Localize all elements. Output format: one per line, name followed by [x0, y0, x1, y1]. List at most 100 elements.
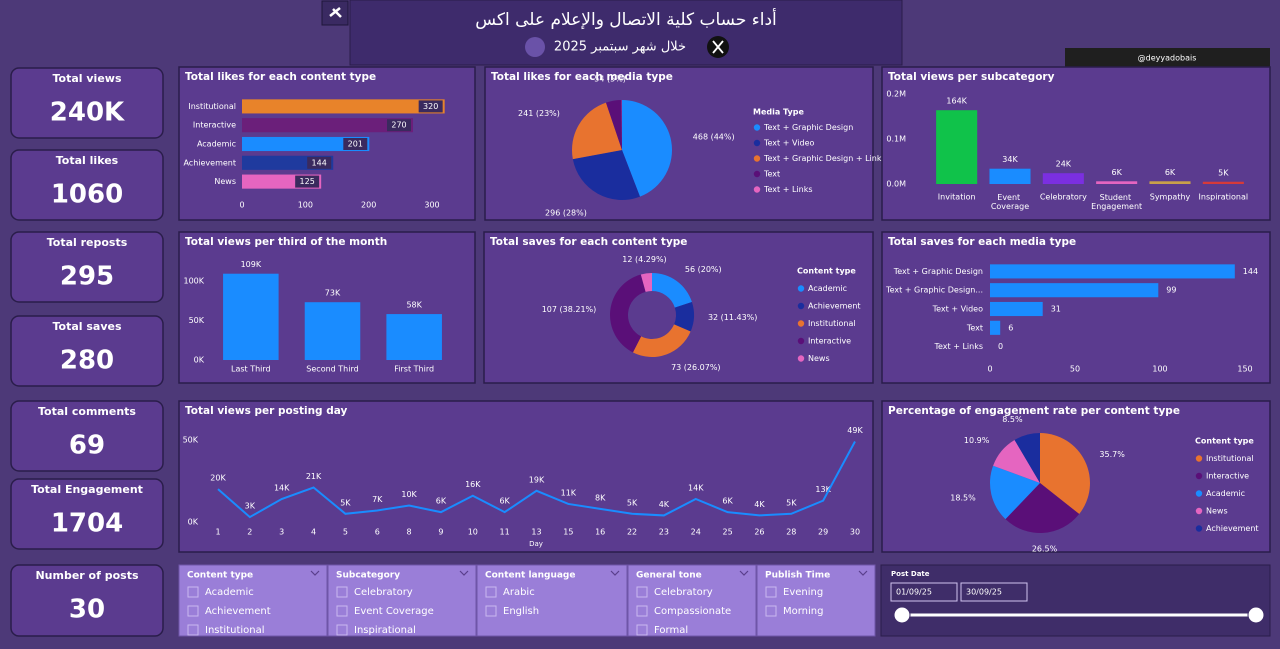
kpi-value: 280: [60, 346, 114, 376]
header-panel: [349, 0, 903, 66]
legend-title: Media Type: [753, 108, 804, 117]
date-slider-handle[interactable]: [1247, 606, 1265, 624]
slicer-option[interactable]: Morning: [783, 606, 823, 617]
data-label: 14K: [274, 484, 290, 493]
x-tick-label: 6: [375, 528, 380, 537]
slicer-option[interactable]: English: [503, 606, 539, 617]
slicer-checkbox[interactable]: [765, 605, 777, 617]
slicer-checkbox[interactable]: [336, 605, 348, 617]
date-slider-handle[interactable]: [893, 606, 911, 624]
bar: [989, 168, 1031, 184]
slicer-option[interactable]: Evening: [783, 587, 823, 598]
data-label: 5K: [1218, 168, 1229, 177]
slicer-checkbox[interactable]: [636, 586, 648, 598]
kpi-card: [10, 231, 164, 303]
line: [217, 441, 856, 519]
slicer-chevron[interactable]: [858, 570, 868, 576]
legend-label: Text + Video: [763, 139, 814, 148]
chart-panel: [178, 400, 874, 553]
legend-title: Content type: [797, 267, 856, 276]
slicer-checkbox[interactable]: [485, 605, 497, 617]
slicer-checkbox[interactable]: [187, 586, 199, 598]
legend-swatch: [797, 285, 805, 292]
data-label: 6K: [436, 497, 447, 506]
legend-swatch: [753, 170, 761, 178]
data-label: 8.5%: [1002, 415, 1023, 424]
pie-slice: [652, 273, 692, 308]
bar: [304, 302, 361, 360]
data-label: 0: [998, 342, 1003, 351]
date-start-box[interactable]: [890, 582, 958, 602]
data-label: 6K: [499, 497, 510, 506]
legend-swatch: [797, 337, 805, 345]
kpi-card: [10, 315, 164, 387]
kpi-card: [10, 67, 164, 139]
handle: @deyyadobais: [1138, 54, 1197, 63]
data-label: 270: [391, 121, 406, 130]
x-tick-label: Celebratory: [1040, 193, 1087, 202]
data-label: 49K: [847, 426, 863, 435]
data-label: 18.5%: [950, 493, 976, 502]
slicer-option[interactable]: Inspirational: [354, 625, 416, 636]
slicer-chevron[interactable]: [739, 570, 749, 576]
kpi-card: [10, 478, 164, 550]
slicer-option[interactable]: Formal: [654, 625, 688, 636]
data-label: 32 (11.43%): [708, 313, 757, 322]
data-label: 10K: [401, 490, 417, 499]
x-tick-label: 50: [1070, 365, 1080, 374]
slicer-chevron[interactable]: [310, 570, 320, 576]
slicer-title: General tone: [636, 571, 702, 581]
slicer-checkbox[interactable]: [485, 586, 497, 598]
x-tick-label: 100: [1152, 365, 1167, 374]
x-tick-label: 2: [247, 528, 252, 537]
slicer-checkbox[interactable]: [336, 624, 348, 636]
x-tick-label: 0: [239, 201, 244, 210]
slicer-option[interactable]: Celebratory: [654, 587, 713, 598]
header-title: أداء حساب كلية الاتصال والإعلام على اكس: [475, 8, 777, 30]
category-label: Text + Graphic Design...: [885, 286, 983, 295]
pie-slice: [993, 439, 1040, 483]
category-label: News: [214, 177, 236, 186]
slicer-panel: [476, 564, 628, 637]
x-tick-label: 100: [298, 201, 313, 210]
slicer-checkbox[interactable]: [765, 586, 777, 598]
data-label: 99: [1166, 286, 1176, 295]
slicer-option[interactable]: Academic: [205, 587, 254, 598]
slicer-checkbox[interactable]: [187, 605, 199, 617]
x-tick-label: Sympathy: [1150, 193, 1191, 202]
data-label: 12 (4.29%): [622, 255, 666, 264]
data-label: 14K: [688, 484, 704, 493]
slicer-checkbox[interactable]: [187, 624, 199, 636]
slicer-option[interactable]: Compassionate: [654, 606, 731, 617]
pie-slice: [632, 324, 691, 358]
slicer-option[interactable]: Institutional: [205, 625, 265, 636]
slicer-option[interactable]: Arabic: [503, 587, 535, 598]
slicer-option[interactable]: Achievement: [205, 606, 271, 617]
slicer-option[interactable]: Celebratory: [354, 587, 413, 598]
slicer-checkbox[interactable]: [336, 586, 348, 598]
pie-slice: [1014, 433, 1040, 483]
data-label: 6K: [1111, 168, 1122, 177]
legend-label: Text: [763, 170, 780, 179]
category-label: Academic: [197, 140, 236, 149]
slicer-checkbox[interactable]: [636, 605, 648, 617]
pie-slice: [1040, 433, 1090, 515]
data-label-box: [307, 156, 332, 169]
x-tick-label: 0: [987, 365, 992, 374]
x-tick-label: 200: [361, 201, 376, 210]
data-label: 31: [1051, 305, 1061, 314]
data-label: 5K: [340, 498, 351, 507]
date-end[interactable]: 30/09/25: [966, 588, 1002, 597]
legend-label: Academic: [1206, 489, 1245, 498]
slicer-title: Content language: [485, 571, 575, 581]
legend-label: Text + Links: [763, 185, 813, 194]
date-end-box[interactable]: [960, 582, 1028, 602]
x-tick-label: 23: [659, 528, 669, 537]
x-tick-label: 22: [627, 528, 637, 537]
slicer-checkbox[interactable]: [636, 624, 648, 636]
slicer-option[interactable]: Event Coverage: [354, 606, 434, 617]
slicer-chevron[interactable]: [459, 570, 469, 576]
slicer-chevron[interactable]: [610, 570, 620, 576]
date-start[interactable]: 01/09/25: [896, 588, 932, 597]
data-label: 201: [348, 140, 363, 149]
